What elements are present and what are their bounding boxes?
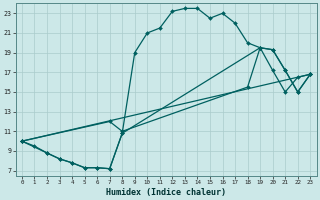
X-axis label: Humidex (Indice chaleur): Humidex (Indice chaleur) — [106, 188, 226, 197]
